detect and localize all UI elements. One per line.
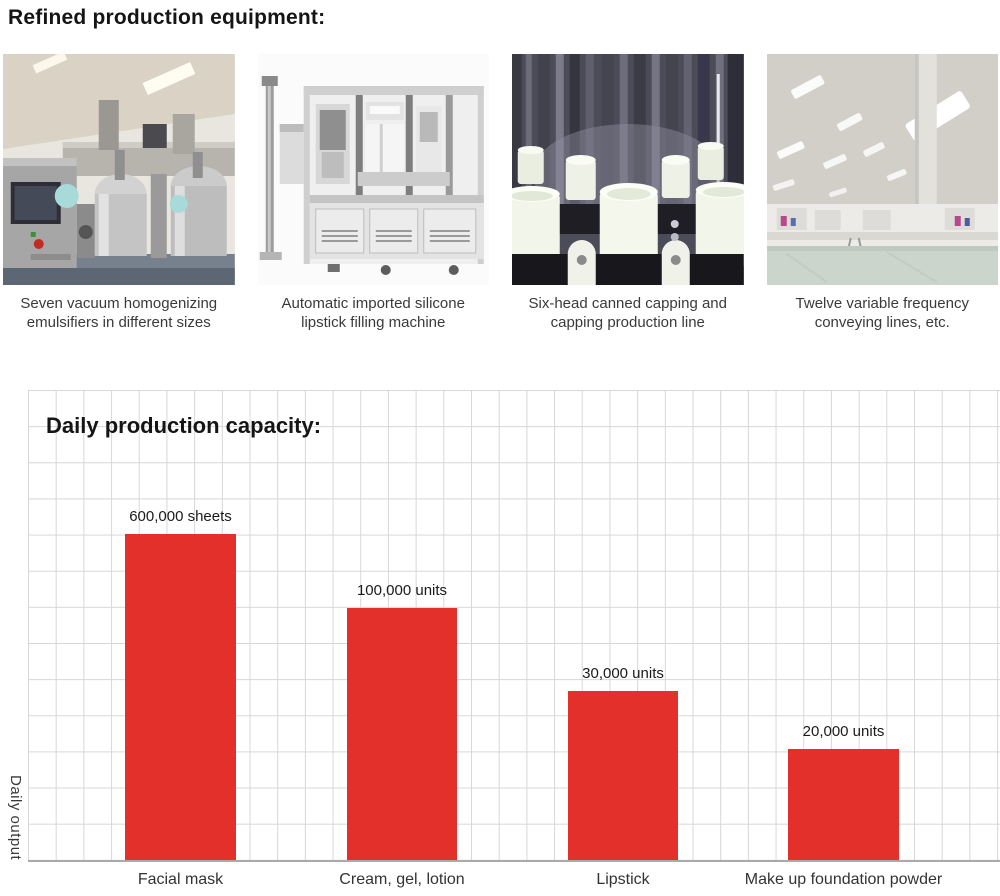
chart-bar-value-label-3: 20,000 units [802,723,885,741]
chart-category-label-0: Facial mask [137,871,224,889]
chart-bar-1 [347,608,457,861]
chart-bar-value-label-1: 100,000 units [356,582,448,600]
chart-bar-3 [788,749,899,861]
equipment-row: Seven vacuum homogenizing emulsifiers in… [0,54,1000,332]
page-title: Refined production equipment: [8,6,326,29]
lipstick-filling-machine-photo [257,54,489,285]
equipment-caption: Automatic imported silicone lipstick fil… [281,295,465,332]
chart-bar-value-label-2: 30,000 units [582,665,664,683]
chart-bar-0 [125,534,236,861]
capping-production-line-photo [512,54,744,285]
chart-category-label-1: Cream, gel, lotion [339,871,465,889]
chart-grid: 600,000 sheets 100,000 units 30,000 units 2… [28,390,1000,863]
daily-production-chart: Daily production capacity: Daily output … [0,387,1000,893]
chart-bar-value-label-0: 600,000 sheets [129,508,232,526]
equipment-item-emulsifiers: Seven vacuum homogenizing emulsifiers in… [3,54,235,332]
equipment-caption: Six-head canned capping and capping prod… [528,295,728,332]
chart-category-label-3: Make up foundation powder [744,871,943,889]
equipment-caption: Seven vacuum homogenizing emulsifiers in… [20,295,218,332]
equipment-item-lipstick-filler: Automatic imported silicone lipstick fil… [257,54,489,332]
conveying-lines-photo [766,54,998,285]
equipment-item-conveying-lines: Twelve variable frequency conveying line… [766,54,998,332]
vacuum-homogenizing-emulsifiers-photo [3,54,235,285]
chart-title: Daily production capacity: [46,413,322,439]
chart-bar-2 [568,691,678,861]
equipment-caption: Twelve variable frequency conveying line… [795,295,969,332]
equipment-item-capping-line: Six-head canned capping and capping prod… [512,54,744,332]
y-axis-label: Daily output [7,774,24,861]
chart-x-labels: Facial mask Cream, gel, lotion Lipstick Mak… [0,871,1000,893]
chart-category-label-2: Lipstick [596,871,650,889]
